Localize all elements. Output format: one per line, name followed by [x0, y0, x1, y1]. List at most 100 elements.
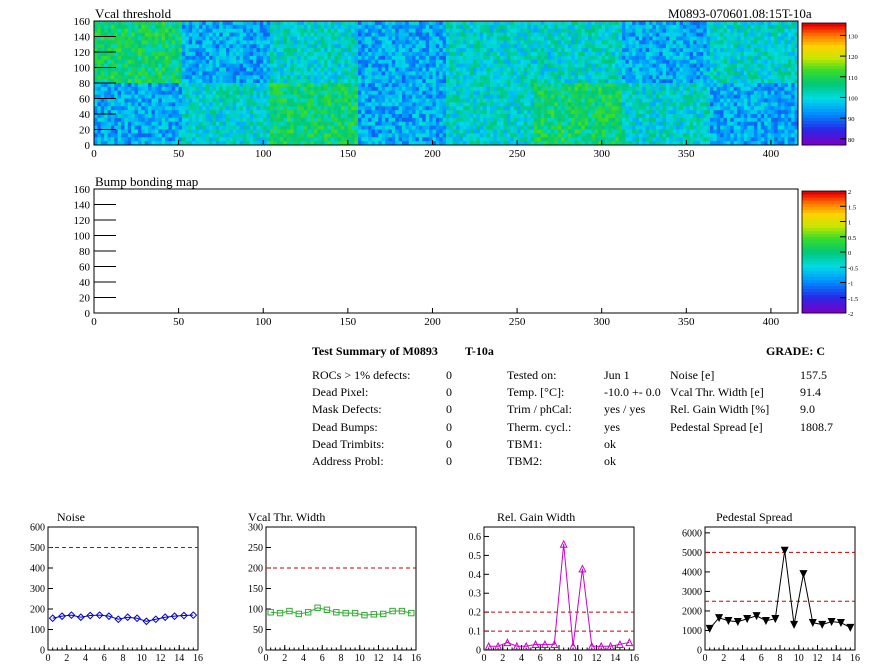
map-cell: [297, 98, 301, 103]
map-cell: [242, 125, 247, 130]
map-cell: [127, 133, 132, 138]
map-cell: [141, 121, 146, 127]
map-cell: [229, 137, 234, 142]
map-cell: [581, 75, 586, 80]
map-cell: [571, 36, 576, 41]
map-cell: [239, 83, 244, 88]
map-cell: [483, 40, 488, 45]
map-cell: [615, 21, 620, 26]
map-cell: [205, 121, 210, 127]
map-cell: [293, 106, 298, 111]
map-cell: [435, 83, 440, 88]
map-cell: [158, 133, 163, 138]
map-cell: [280, 83, 284, 88]
map-cell: [611, 55, 616, 61]
map-cell: [500, 52, 504, 57]
map-cell: [209, 55, 213, 61]
map-cell: [591, 79, 596, 84]
map-cell: [232, 67, 237, 72]
map-cell: [215, 102, 220, 107]
map-cell: [554, 48, 559, 53]
map-cell: [104, 121, 108, 127]
map-cell: [286, 21, 291, 26]
map-cell: [462, 24, 467, 30]
map-cell: [747, 40, 752, 45]
map-cell: [638, 44, 643, 49]
map-cell: [395, 83, 400, 88]
map-cell: [317, 106, 322, 111]
map-cell: [188, 52, 193, 57]
map-cell: [117, 44, 122, 49]
map-cell: [750, 48, 755, 53]
map-cell: [435, 86, 440, 92]
map-cell: [391, 110, 396, 115]
map-cell: [104, 86, 108, 92]
map-cell: [273, 90, 278, 96]
map-cell: [449, 28, 454, 34]
map-cell: [381, 137, 386, 142]
map-cell: [134, 106, 139, 111]
map-cell: [202, 86, 207, 92]
map-cell: [334, 129, 339, 134]
map-cell: [232, 28, 237, 34]
map-cell: [347, 110, 352, 115]
map-cell: [358, 83, 362, 88]
map-cell: [628, 71, 633, 76]
map-cell: [347, 55, 352, 61]
map-cell: [608, 67, 613, 72]
map-cell: [138, 90, 142, 96]
map-cell: [249, 86, 254, 92]
map-cell: [192, 129, 196, 134]
map-cell: [442, 114, 447, 119]
map-cell: [598, 52, 603, 57]
map-cell: [107, 71, 112, 76]
map-cell: [358, 110, 362, 115]
map-cell: [253, 98, 257, 103]
map-cell: [374, 44, 379, 49]
map-cell: [574, 55, 579, 61]
map-cell: [297, 121, 301, 127]
map-cell: [344, 55, 349, 61]
map-cell: [462, 36, 467, 41]
map-cell: [138, 67, 142, 72]
map-cell: [236, 110, 240, 115]
map-cell: [341, 40, 345, 45]
map-cell: [121, 21, 125, 26]
map-cell: [594, 75, 599, 80]
map-cell: [307, 63, 312, 68]
map-cell: [151, 83, 156, 88]
map-cell: [334, 83, 339, 88]
map-cell: [110, 52, 115, 57]
map-cell: [659, 36, 664, 41]
map-cell: [564, 71, 569, 76]
map-cell: [127, 36, 132, 41]
map-cell: [94, 59, 98, 65]
map-cell: [232, 21, 237, 26]
map-cell: [435, 71, 440, 76]
map-cell: [446, 79, 450, 84]
map-cell: [578, 79, 582, 84]
map-cell: [706, 71, 711, 76]
map-cell: [615, 44, 620, 49]
map-cell: [273, 137, 278, 142]
map-cell: [398, 32, 403, 37]
map-cell: [148, 21, 152, 26]
map-cell: [490, 36, 494, 41]
map-cell: [127, 59, 132, 65]
map-cell: [794, 32, 799, 37]
map-cell: [662, 36, 667, 41]
map-cell: [327, 129, 332, 134]
map-cell: [391, 102, 396, 107]
map-cell: [659, 63, 664, 68]
map-cell: [117, 114, 122, 119]
map-cell: [747, 48, 752, 53]
map-cell: [297, 79, 301, 84]
map-cell: [713, 59, 718, 65]
map-cell: [104, 40, 108, 45]
map-cell: [706, 36, 711, 41]
map-cell: [408, 32, 413, 37]
map-cell: [669, 63, 674, 68]
map-cell: [435, 129, 440, 134]
map-cell: [354, 114, 359, 119]
map-cell: [354, 67, 359, 72]
